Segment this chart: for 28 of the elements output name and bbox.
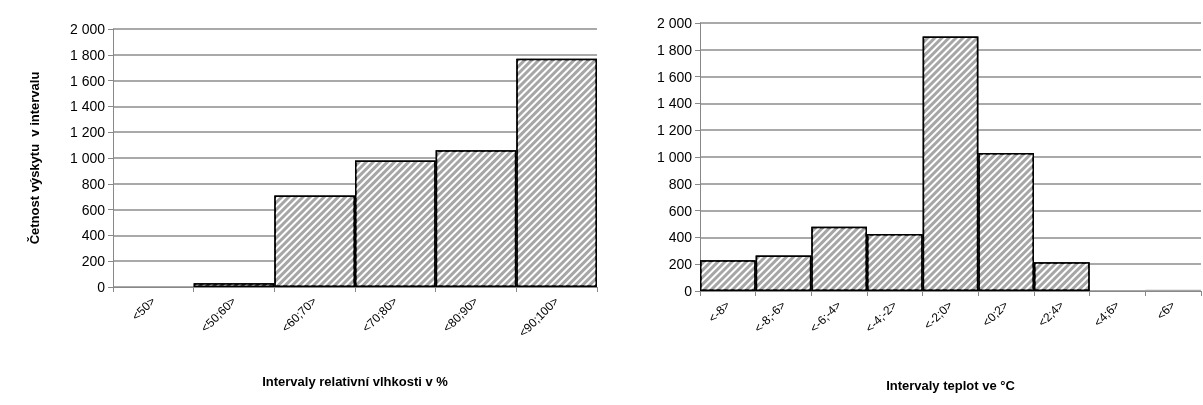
y-tick-label: 0 (97, 279, 106, 295)
y-tick-label: 800 (81, 175, 106, 192)
x-axis-title: Intervaly relativní vlhkosti v % (262, 374, 449, 389)
y-tick-label: 1 000 (656, 149, 693, 165)
y-tick-label: 1 600 (656, 68, 693, 85)
y-tick-label: 1 800 (656, 41, 693, 58)
y-tick-label: 1 200 (69, 124, 106, 141)
x-tick-label: <50> (129, 294, 159, 324)
y-tick-label: 800 (668, 175, 693, 192)
y-tick-label: 400 (81, 227, 106, 244)
y-tick-label: 1 400 (656, 95, 693, 112)
y-tick-label: 200 (81, 253, 106, 270)
y-tick-label: 1 200 (656, 122, 693, 139)
y-tick-label: 600 (668, 202, 693, 219)
y-tick-label: 0 (684, 283, 693, 299)
x-tick-label: <6> (1153, 298, 1179, 323)
x-tick-label: <-8> (705, 298, 733, 326)
y-tick-label: 1 000 (69, 150, 106, 166)
y-tick-label: 600 (81, 201, 106, 218)
y-tick-label: 1 800 (69, 46, 106, 63)
y-tick-label: 1 400 (69, 98, 106, 115)
y-tick-label: 1 600 (69, 72, 106, 89)
y-tick-label: 2 000 (69, 21, 106, 37)
y-tick-label: 2 000 (656, 15, 693, 31)
x-axis-title: Intervaly teplot ve °C (886, 378, 1016, 393)
y-tick-label: 200 (668, 256, 693, 273)
y-axis-title: Četnost výskytu v intervalu (27, 71, 42, 245)
y-tick-label: 400 (668, 229, 693, 246)
